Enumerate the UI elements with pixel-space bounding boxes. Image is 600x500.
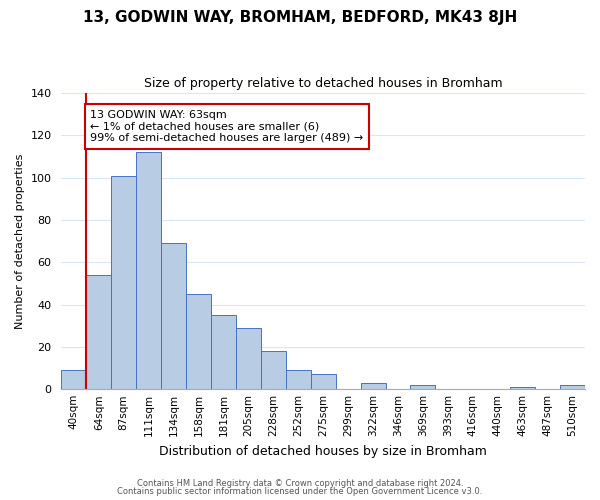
Bar	[361, 383, 386, 389]
Y-axis label: Number of detached properties: Number of detached properties	[15, 154, 25, 329]
Bar	[136, 152, 161, 389]
Text: 13 GODWIN WAY: 63sqm
← 1% of detached houses are smaller (6)
99% of semi-detache: 13 GODWIN WAY: 63sqm ← 1% of detached ho…	[90, 110, 364, 143]
Bar	[111, 176, 136, 389]
Bar	[186, 294, 211, 389]
Bar	[161, 243, 186, 389]
Bar	[560, 385, 585, 389]
Bar	[410, 385, 436, 389]
Title: Size of property relative to detached houses in Bromham: Size of property relative to detached ho…	[144, 78, 503, 90]
Bar	[61, 370, 86, 389]
Bar	[236, 328, 261, 389]
Bar	[311, 374, 335, 389]
Text: 13, GODWIN WAY, BROMHAM, BEDFORD, MK43 8JH: 13, GODWIN WAY, BROMHAM, BEDFORD, MK43 8…	[83, 10, 517, 25]
Bar	[86, 275, 111, 389]
Bar	[286, 370, 311, 389]
Bar	[261, 351, 286, 389]
X-axis label: Distribution of detached houses by size in Bromham: Distribution of detached houses by size …	[159, 444, 487, 458]
Bar	[211, 315, 236, 389]
Text: Contains HM Land Registry data © Crown copyright and database right 2024.: Contains HM Land Registry data © Crown c…	[137, 478, 463, 488]
Bar	[510, 387, 535, 389]
Text: Contains public sector information licensed under the Open Government Licence v3: Contains public sector information licen…	[118, 488, 482, 496]
